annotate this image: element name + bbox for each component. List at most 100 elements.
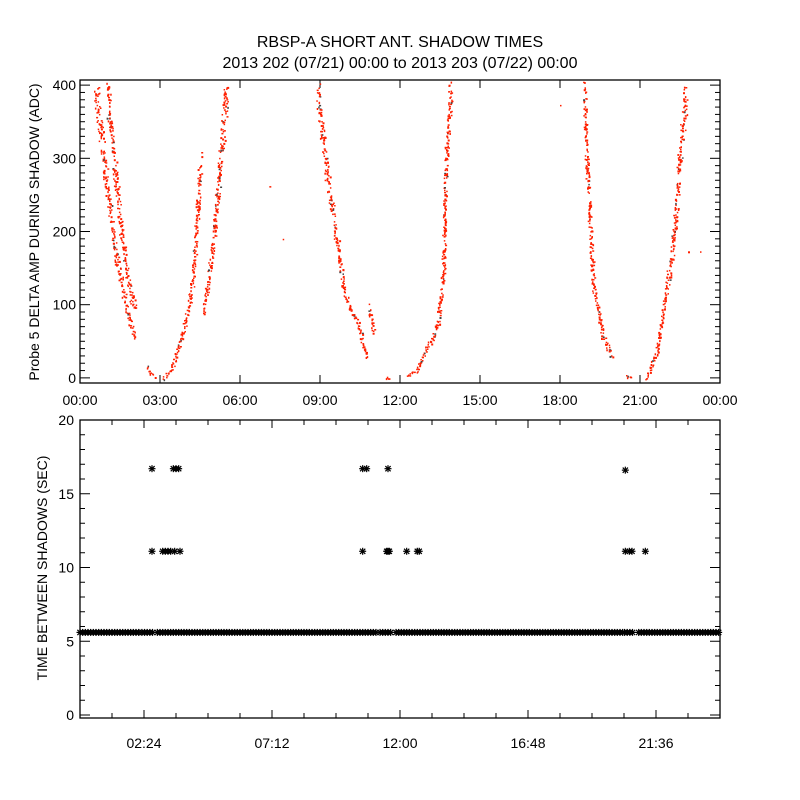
data-point (214, 225, 216, 228)
data-point (442, 274, 445, 276)
data-point (600, 327, 603, 329)
data-point (442, 282, 445, 285)
data-point (133, 296, 135, 298)
data-point (223, 94, 226, 97)
data-point (590, 215, 592, 218)
data-point (327, 191, 329, 194)
data-point (106, 187, 109, 190)
data-point (96, 112, 98, 114)
data-point (221, 160, 224, 163)
data-point (147, 366, 149, 369)
data-point (185, 319, 187, 322)
data-point (447, 154, 449, 157)
data-point (103, 150, 105, 153)
data-point (676, 211, 679, 214)
data-point (445, 157, 447, 160)
data-point (592, 244, 595, 247)
data-point (323, 130, 326, 133)
data-point (448, 117, 450, 120)
data-point (121, 239, 123, 242)
data-point (110, 125, 112, 127)
data-point (117, 188, 119, 191)
data-point (196, 217, 199, 219)
data-point (177, 346, 180, 349)
data-point (131, 327, 134, 329)
data-point (207, 281, 209, 283)
data-point (325, 162, 328, 165)
data-point (585, 165, 588, 167)
data-point (122, 233, 124, 235)
y-tick-label: 20 (58, 412, 74, 428)
data-point (211, 252, 214, 254)
data-point (683, 100, 685, 102)
data-point (217, 204, 219, 206)
data-point (121, 228, 124, 231)
data-point (678, 163, 681, 166)
data-point (192, 266, 195, 268)
data-point (670, 274, 673, 277)
data-point (210, 249, 212, 251)
data-point (450, 96, 452, 98)
data-point (446, 158, 449, 161)
data-point (333, 221, 336, 223)
data-point (118, 256, 121, 259)
data-point (666, 286, 668, 289)
data-point (366, 356, 369, 359)
data-point (118, 260, 121, 263)
data-point (588, 162, 590, 165)
data-point (97, 120, 99, 122)
data-point (353, 314, 356, 316)
data-point (585, 167, 587, 169)
data-point (594, 295, 596, 297)
data-point (598, 313, 600, 316)
data-point (649, 369, 652, 372)
data-point (113, 135, 115, 138)
data-point (322, 142, 325, 144)
data-point (439, 317, 442, 319)
data-point (448, 109, 450, 111)
data-point (657, 347, 660, 350)
data-point (109, 122, 111, 125)
data-point (447, 126, 450, 129)
data-point (113, 239, 115, 242)
data-point (446, 146, 448, 149)
data-point (113, 169, 115, 172)
data-point (98, 140, 101, 143)
data-point (682, 127, 684, 130)
asterisk-marker (641, 547, 649, 555)
data-point (123, 249, 125, 251)
data-point (652, 365, 654, 368)
data-point (385, 378, 388, 381)
data-point (191, 302, 193, 304)
data-point (589, 218, 591, 220)
data-point (590, 251, 592, 253)
data-point (185, 322, 188, 324)
data-point (589, 204, 592, 207)
data-point (210, 246, 213, 249)
data-point (184, 320, 186, 322)
data-point (176, 351, 179, 354)
data-point (443, 270, 445, 273)
data-point (321, 134, 324, 136)
data-point (190, 297, 193, 299)
data-point (107, 198, 110, 201)
data-point (350, 308, 352, 310)
data-point (108, 186, 110, 189)
data-point (349, 306, 352, 309)
data-point (316, 89, 319, 92)
data-point (111, 121, 113, 123)
data-point (451, 110, 453, 113)
data-point (322, 122, 325, 125)
data-point (597, 309, 599, 312)
data-point (330, 199, 333, 201)
data-point (322, 125, 324, 127)
data-point (125, 293, 128, 296)
data-point (676, 219, 679, 222)
data-point (678, 190, 680, 193)
data-point (341, 286, 343, 288)
data-point (130, 303, 132, 305)
data-point (193, 275, 196, 277)
data-point (444, 174, 446, 177)
data-point (323, 155, 326, 157)
data-point (113, 155, 115, 157)
